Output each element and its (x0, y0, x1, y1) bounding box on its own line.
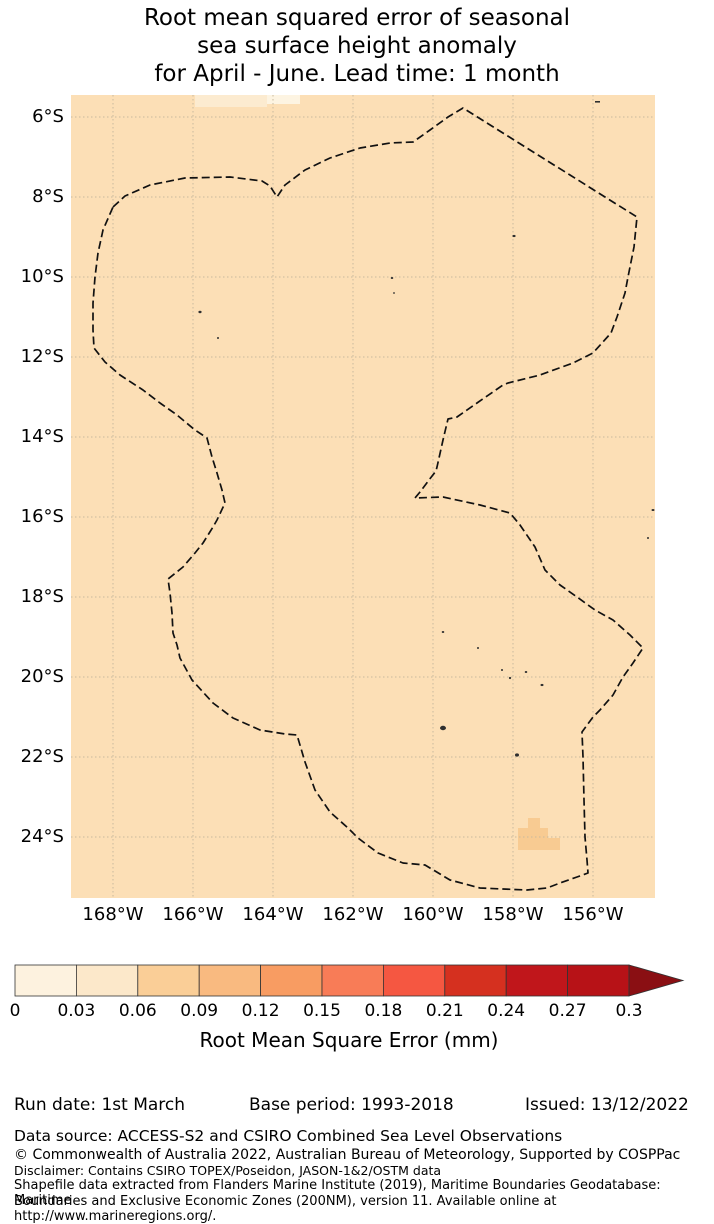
y-axis-label-8s: 8°S (32, 186, 64, 207)
lowest-rmse-patch (267, 95, 300, 104)
island-dot (515, 753, 519, 757)
y-axis-label-16s: 16°S (20, 506, 64, 527)
footer-data-source: Data source: ACCESS-S2 and CSIRO Combine… (14, 1127, 563, 1145)
colorbar-tick-03: 0.3 (615, 1001, 643, 1021)
colorbar-segment-4 (198, 964, 261, 997)
x-axis-label-158w: 158°W (482, 904, 544, 925)
footer-run-date: Run date: 1st March (14, 1095, 186, 1115)
island-dot (508, 676, 512, 680)
map-background (71, 95, 655, 898)
chart-title-line-2: sea surface height anomaly (197, 33, 517, 59)
footer-shapefile-line2: Boundaries and Exclusive Economic Zones … (14, 1194, 557, 1224)
island-dot (217, 337, 219, 339)
island-dot (501, 669, 503, 671)
x-axis-label-168w: 168°W (82, 904, 144, 925)
colorbar-tick-027: 0.27 (548, 1001, 587, 1021)
colorbar-extend-arrow (628, 964, 685, 997)
y-axis-label-10s: 10°S (20, 266, 64, 287)
island-dot (651, 509, 655, 511)
island-dot (595, 101, 600, 103)
y-axis-label-12s: 12°S (20, 346, 64, 367)
island-dot (512, 234, 516, 238)
colorbar-segment-10 (567, 964, 630, 997)
x-axis-label-160w: 160°W (402, 904, 464, 925)
x-axis-label-164w: 164°W (242, 904, 304, 925)
footer-shapefile-line1: Shapefile data extracted from Flanders M… (14, 1178, 661, 1208)
map-plot (71, 95, 655, 898)
colorbar-tick-021: 0.21 (425, 1001, 464, 1021)
island-dot (441, 631, 445, 633)
high-rmse-patch (518, 828, 548, 838)
island-dot (198, 310, 202, 314)
island-dot (540, 683, 544, 687)
footer-base-period: Base period: 1993-2018 (249, 1095, 454, 1115)
footer-issued: Issued: 13/12/2022 (525, 1095, 689, 1115)
colorbar-tick-018: 0.18 (364, 1001, 403, 1021)
colorbar-title: Root Mean Square Error (mm) (199, 1028, 499, 1052)
chart-title-line-1: Root mean squared error of seasonal (143, 5, 571, 31)
island-dot (390, 277, 394, 279)
island-dot (477, 647, 479, 649)
high-rmse-patch (528, 818, 540, 828)
colorbar-segment-9 (505, 964, 569, 997)
high-rmse-patch (518, 838, 560, 850)
colorbar (14, 964, 685, 997)
colorbar-segment-6 (321, 964, 384, 997)
footer-disclaimer: Disclaimer: Contains CSIRO TOPEX/Poseido… (14, 1163, 442, 1178)
colorbar-tick-024: 0.24 (487, 1001, 526, 1021)
x-axis-label-162w: 162°W (322, 904, 384, 925)
y-axis-label-22s: 22°S (20, 746, 64, 767)
colorbar-segment-1 (14, 964, 77, 997)
footer-copyright: © Commonwealth of Australia 2022, Austra… (14, 1147, 681, 1163)
island-dot (440, 725, 446, 731)
colorbar-tick-003: 0.03 (57, 1001, 96, 1021)
chart-title-line-3: for April - June. Lead time: 1 month (154, 61, 560, 87)
chart-title: Root mean squared error of seasonal sea … (0, 4, 714, 88)
x-axis-label-156w: 156°W (562, 904, 624, 925)
colorbar-tick-015: 0.15 (303, 1001, 341, 1021)
colorbar-segment-3 (137, 964, 200, 997)
colorbar-tick-012: 0.12 (241, 1001, 280, 1021)
low-rmse-patch (195, 95, 267, 107)
island-dot (393, 292, 395, 294)
y-axis-label-18s: 18°S (20, 586, 64, 607)
colorbar-segment-8 (444, 964, 507, 997)
colorbar-segment-7 (382, 964, 446, 997)
island-dot (647, 537, 649, 539)
x-axis-label-166w: 166°W (162, 904, 224, 925)
colorbar-tick-0: 0 (9, 1001, 21, 1021)
y-axis-label-14s: 14°S (20, 426, 64, 447)
colorbar-tick-006: 0.06 (118, 1001, 157, 1021)
island-dots (198, 101, 655, 757)
y-axis-label-24s: 24°S (20, 826, 64, 847)
y-axis-label-6s: 6°S (32, 106, 64, 127)
colorbar-segment-2 (76, 964, 139, 997)
colorbar-tick-009: 0.09 (180, 1001, 219, 1021)
map-gridlines (71, 95, 655, 898)
island-dot (524, 671, 528, 673)
y-axis-label-20s: 20°S (20, 666, 64, 687)
colorbar-segment-5 (260, 964, 323, 997)
eez-boundary-dashed (92, 107, 644, 891)
